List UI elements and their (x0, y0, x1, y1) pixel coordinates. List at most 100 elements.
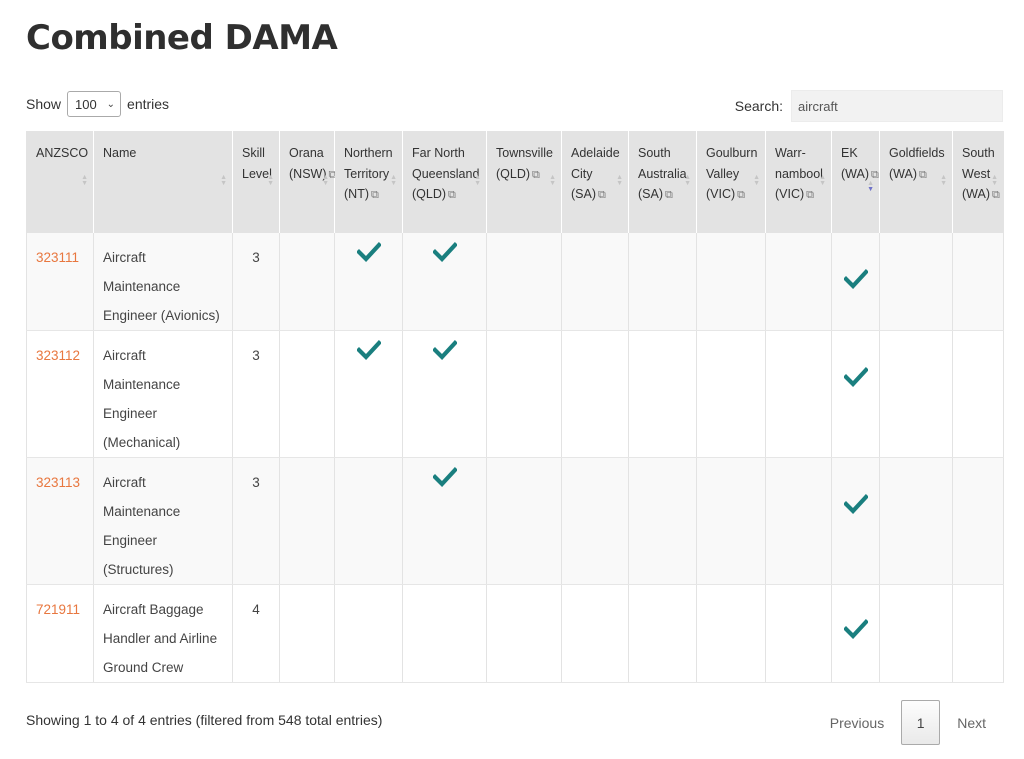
region-cell (561, 330, 629, 458)
external-link-icon[interactable]: ⧉ (871, 168, 879, 181)
column-header[interactable]: Goulburn Valley (VIC) ⧉ ▲ ▼ (696, 131, 766, 233)
column-header-label: Adelaide (571, 146, 620, 160)
sort-icon: ▲ ▼ (390, 174, 397, 187)
occupation-name: (Structures) (103, 562, 174, 577)
occupation-name: Handler and Airline (103, 631, 218, 646)
sort-icon: ▲ ▼ (819, 174, 826, 187)
column-header[interactable]: Warr-nambool (VIC) ⧉ ▲ ▼ (765, 131, 832, 233)
external-link-icon[interactable]: ⧉ (532, 168, 540, 181)
region-cell (879, 233, 953, 331)
checkmark-icon (432, 242, 457, 262)
column-header-label: Skill (242, 146, 265, 160)
anzsco-cell: 721911 (26, 584, 94, 683)
column-header-label: Goldfields (889, 146, 945, 160)
column-header[interactable]: Name ▲ ▼ (93, 131, 233, 233)
column-header-label: Valley (706, 166, 740, 181)
occupation-name: Engineer (Avionics) (103, 308, 220, 323)
column-header-label: (VIC) (775, 187, 805, 201)
external-link-icon[interactable]: ⧉ (665, 189, 673, 201)
column-header[interactable]: Far North Queensland (QLD) ⧉ ▲ ▼ (402, 131, 487, 233)
column-header[interactable]: ANZSCO ▲ ▼ (26, 131, 94, 233)
next-page-button[interactable]: Next (957, 714, 986, 731)
search-input[interactable]: aircraft (791, 90, 1003, 122)
region-cell (696, 584, 766, 683)
region-cell (879, 584, 953, 683)
region-cell (334, 584, 403, 683)
column-header-label: ANZSCO (36, 146, 89, 160)
region-cell (831, 584, 880, 683)
column-header-label: (WA) (841, 166, 869, 181)
page-title: Combined DAMA (26, 18, 338, 58)
column-header-label: Level (242, 166, 272, 181)
region-cell (831, 233, 880, 331)
length-control: Show 100 ⌄ entries (26, 91, 169, 117)
external-link-icon[interactable]: ⧉ (992, 189, 1000, 201)
anzsco-link[interactable]: 323113 (36, 475, 81, 490)
previous-page-button[interactable]: Previous (829, 714, 885, 731)
occupation-name: (Mechanical) (103, 435, 181, 450)
external-link-icon[interactable]: ⧉ (448, 189, 456, 201)
region-cell (628, 233, 697, 331)
region-cell (334, 233, 403, 331)
anzsco-cell: 323113 (26, 457, 94, 585)
page-1-button[interactable]: 1 (901, 700, 941, 745)
anzsco-link[interactable]: 323111 (36, 250, 80, 265)
column-header-label: Warr- (775, 146, 806, 160)
external-link-icon[interactable]: ⧉ (371, 189, 379, 201)
external-link-icon[interactable]: ⧉ (806, 189, 815, 201)
region-cell (334, 457, 403, 585)
table-header-row: ANZSCO ▲ ▼ Name ▲ ▼ Skill Level ▲ ▼ Orana (NSW) ⧉ ▲ ▼ N… (26, 131, 1004, 233)
occupation-name: Maintenance (103, 279, 181, 294)
region-cell (831, 457, 880, 585)
column-header-label: (WA) (962, 187, 990, 201)
column-header[interactable]: South Australia (SA) ⧉ ▲ ▼ (628, 131, 697, 233)
column-header-label: Orana (289, 146, 324, 160)
occupation-name-cell: Aircraft Maintenance Engineer (Mechanical) (93, 330, 233, 458)
table-info: Showing 1 to 4 of 4 entries (filtered fr… (26, 712, 383, 728)
sort-icon: ▲ ▼ (684, 174, 691, 187)
column-header[interactable]: Goldfields (WA) ⧉ ▲ ▼ (879, 131, 953, 233)
skill-level: 4 (252, 602, 260, 617)
occupation-name: Engineer (103, 406, 158, 421)
occupation-name: Ground Crew (103, 660, 184, 675)
region-cell (696, 330, 766, 458)
checkmark-icon (843, 269, 868, 289)
region-cell (561, 584, 629, 683)
column-header[interactable]: Adelaide City (SA) ⧉ ▲ ▼ (561, 131, 629, 233)
column-header[interactable]: South West (WA) ⧉ ▲ ▼ (952, 131, 1004, 233)
anzsco-cell: 323111 (26, 233, 94, 331)
region-cell (279, 330, 335, 458)
column-header-label: Australia (638, 166, 687, 181)
sort-icon: ▲ ▼ (267, 174, 274, 187)
region-cell (952, 584, 1004, 683)
table-row: 323113 Aircraft Maintenance Engineer (Struct… (26, 457, 1004, 585)
anzsco-link[interactable]: 323112 (36, 348, 81, 363)
column-header[interactable]: Northern Territory (NT) ⧉ ▲ ▼ (334, 131, 403, 233)
column-header-label: (WA) (889, 166, 917, 181)
entries-length-select[interactable]: 100 ⌄ (67, 91, 122, 117)
column-header[interactable]: Skill Level ▲ ▼ (232, 131, 280, 233)
region-cell (561, 233, 629, 331)
region-cell (696, 233, 766, 331)
sort-icon: ▲ ▼ (753, 174, 760, 187)
column-header[interactable]: EK (WA) ⧉ ▲ ▼ (831, 131, 880, 233)
sort-icon: ▲ ▼ (474, 174, 481, 187)
external-link-icon[interactable]: ⧉ (328, 168, 337, 181)
checkmark-icon (432, 340, 457, 360)
table-body: 323111 Aircraft Maintenance Engineer (Avion… (26, 233, 1004, 683)
occupation-name-cell: Aircraft Maintenance Engineer (Avionics) (93, 233, 233, 331)
sort-icon: ▲ ▼ (220, 174, 227, 187)
checkmark-icon (356, 242, 381, 262)
column-header[interactable]: Orana (NSW) ⧉ ▲ ▼ (279, 131, 337, 233)
sort-icon: ▲ ▼ (616, 174, 623, 187)
pagination: Previous 1 Next (813, 700, 1003, 745)
column-header-label: EK (841, 146, 858, 160)
anzsco-link[interactable]: 721911 (36, 602, 81, 617)
external-link-icon[interactable]: ⧉ (598, 189, 606, 201)
region-cell (765, 457, 832, 585)
external-link-icon[interactable]: ⧉ (919, 168, 927, 181)
chevron-down-icon: ⌄ (106, 98, 116, 110)
column-header[interactable]: Townsville (QLD) ⧉ ▲ ▼ (486, 131, 562, 233)
external-link-icon[interactable]: ⧉ (737, 189, 746, 201)
column-header-label: (NSW) (289, 166, 327, 181)
